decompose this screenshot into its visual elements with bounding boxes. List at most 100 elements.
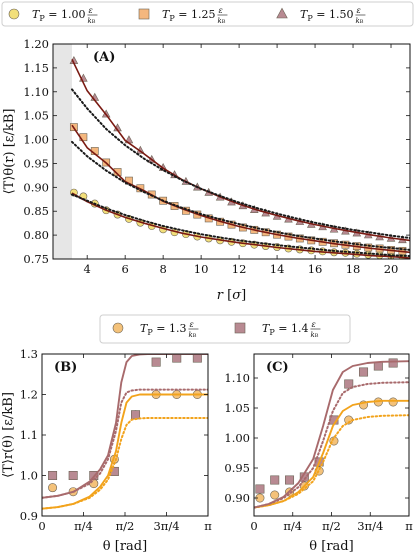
data-point (359, 367, 369, 377)
model-curve (71, 192, 410, 259)
y-tick-label: 1.15 (23, 61, 49, 75)
y-tick-label: 0.95 (224, 461, 250, 475)
x-tick-label: 3π/4 (357, 519, 383, 533)
model-curve (71, 124, 410, 254)
y-tick-label: 1.00 (23, 133, 49, 147)
legend-label: TP = 1.00 (32, 8, 85, 23)
legend-frac-num: ε (311, 320, 315, 329)
data-point (270, 475, 280, 485)
x-tick-label: 4 (84, 262, 91, 276)
y-tick-label: 1.3 (20, 347, 38, 361)
data-point (344, 379, 354, 389)
y-tick-label: 0.95 (23, 156, 49, 170)
legend-frac-den: kB (355, 17, 363, 25)
legend-marker (112, 322, 124, 334)
model-curve-dotted (254, 414, 409, 509)
data-point (131, 410, 141, 420)
legend-frame (99, 314, 351, 344)
legend-frac-den: kB (87, 17, 95, 25)
data-point (285, 475, 295, 485)
x-tick-label: 20 (384, 262, 399, 276)
y-tick-label: 1.00 (224, 431, 250, 445)
y-tick-label: 0.85 (23, 204, 49, 218)
legend-frac-num: ε (189, 320, 193, 329)
y-tick-label: 0.75 (23, 252, 49, 266)
model-curve (71, 58, 410, 242)
data-point (255, 484, 265, 494)
data-point (68, 470, 78, 480)
legend-frac-num: ε (356, 6, 360, 15)
model-curve-dotted (71, 88, 410, 239)
panel-a: 4 6 8 10 12 14 16 18 20 0.75 0.80 0.85 0.90 0.95 1.00 1… (2, 37, 411, 303)
x-tick-label: 14 (270, 262, 285, 276)
legend-frac-den: kB (217, 17, 225, 25)
data-point (388, 397, 398, 407)
plot-area (254, 358, 409, 509)
model-curve-dotted (42, 417, 208, 510)
legend-frac-num: ε (88, 6, 92, 15)
x-tick-label: 16 (308, 262, 323, 276)
model-curve (42, 354, 208, 499)
panel-label: (A) (93, 50, 115, 65)
model-curve-dotted (71, 193, 410, 258)
x-tick-label: 0 (250, 519, 257, 533)
panel-label: (C) (266, 360, 289, 375)
y-tick-label: 0.9 (20, 509, 38, 523)
legend-label: TP = 1.25 (162, 8, 215, 23)
x-tick-label: π (204, 519, 212, 533)
legend-frame (1, 1, 414, 27)
data-point (48, 483, 58, 493)
panel-label: (B) (54, 360, 77, 375)
data-point (151, 357, 161, 367)
x-tick-label: 12 (232, 262, 247, 276)
legend-marker (276, 7, 288, 19)
y-tick-label: 0.80 (23, 228, 49, 242)
y-tick-label: 1.0 (20, 469, 38, 483)
model-curve-dotted (254, 381, 409, 509)
panel-b: 0 π/4 π/2 3π/4 π 0.9 1.0 1.1 1.2 1.3 (B) θ [rad] ⟨T⟩… (1, 347, 212, 554)
legend-frac-den: kB (310, 331, 318, 339)
excluded-region (53, 44, 72, 259)
data-point (270, 490, 280, 500)
y-tick-label: 0.90 (23, 180, 49, 194)
data-point (48, 470, 58, 480)
legend-marker (138, 8, 150, 20)
y-axis-label: ⟨T⟩θ(r) [ε/kB] (2, 109, 17, 195)
x-tick-label: π/2 (322, 519, 341, 533)
data-point (388, 358, 398, 368)
y-tick-label: 1.05 (23, 109, 49, 123)
x-tick-label: 3π/4 (153, 519, 179, 533)
x-tick-label: π/4 (74, 519, 93, 533)
model-curve-dotted (71, 140, 410, 251)
y-tick-label: 1.10 (23, 85, 49, 99)
x-tick-label: 8 (159, 262, 166, 276)
y-axis-label: ⟨T⟩r(θ) [ε/kB] (1, 392, 16, 478)
x-axis-label: r [σ] (217, 288, 246, 303)
x-tick-label: 10 (194, 262, 209, 276)
x-tick-label: 18 (346, 262, 361, 276)
x-tick-label: π/4 (283, 519, 302, 533)
axes-frame (52, 43, 411, 260)
x-tick-label: 6 (121, 262, 128, 276)
x-tick-label: π/2 (116, 519, 135, 533)
plot-area (53, 44, 410, 259)
legend-marker (8, 8, 20, 20)
y-tick-label: 0.90 (224, 491, 250, 505)
data-point (192, 354, 202, 363)
y-tick-label: 1.05 (224, 401, 250, 415)
y-tick-label: 1.2 (20, 388, 38, 402)
x-axis-label: θ [rad] (103, 539, 147, 554)
data-point (113, 168, 122, 176)
legend-label: TP = 1.4 (262, 322, 308, 337)
model-curve-dotted (42, 388, 208, 499)
legend-frac-den: kB (188, 331, 196, 339)
legend-label: TP = 1.3 (140, 322, 186, 337)
axes-frame (41, 353, 209, 517)
legend-label: TP = 1.50 (300, 8, 353, 23)
model-curve (42, 393, 208, 510)
x-tick-label: π (405, 519, 413, 533)
y-tick-label: 1.1 (20, 428, 38, 442)
